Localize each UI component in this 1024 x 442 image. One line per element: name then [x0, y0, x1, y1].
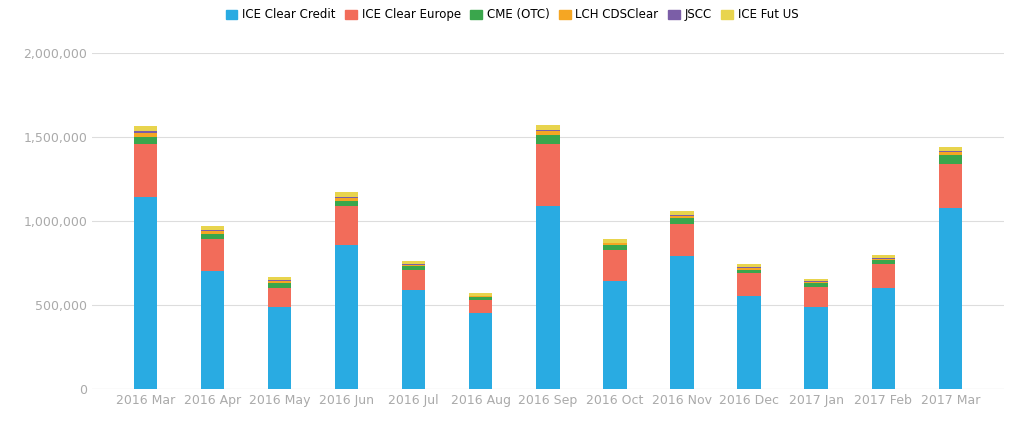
- Bar: [939, 164, 963, 209]
- Bar: [871, 260, 895, 264]
- Legend: ICE Clear Credit, ICE Clear Europe, CME (OTC), LCH CDSClear, JSCC, ICE Fut US: ICE Clear Credit, ICE Clear Europe, CME …: [223, 6, 801, 23]
- Bar: [603, 245, 627, 250]
- Bar: [201, 271, 224, 389]
- Bar: [133, 133, 157, 137]
- Bar: [939, 156, 963, 164]
- Bar: [805, 279, 828, 281]
- Bar: [537, 206, 559, 389]
- Bar: [939, 209, 963, 389]
- Bar: [201, 230, 224, 231]
- Bar: [469, 313, 493, 389]
- Bar: [805, 281, 828, 282]
- Bar: [603, 281, 627, 389]
- Bar: [402, 265, 425, 267]
- Bar: [402, 267, 425, 270]
- Bar: [133, 144, 157, 198]
- Bar: [671, 224, 693, 256]
- Bar: [201, 231, 224, 233]
- Bar: [737, 273, 761, 296]
- Bar: [805, 283, 828, 287]
- Bar: [737, 270, 761, 273]
- Bar: [939, 152, 963, 156]
- Bar: [537, 130, 559, 131]
- Bar: [133, 126, 157, 131]
- Bar: [469, 300, 493, 313]
- Bar: [335, 192, 358, 197]
- Bar: [133, 131, 157, 133]
- Bar: [603, 243, 627, 244]
- Bar: [335, 201, 358, 206]
- Bar: [335, 197, 358, 198]
- Bar: [537, 131, 559, 134]
- Bar: [335, 206, 358, 244]
- Bar: [603, 250, 627, 281]
- Bar: [671, 256, 693, 389]
- Bar: [871, 258, 895, 259]
- Bar: [402, 270, 425, 290]
- Bar: [469, 296, 493, 297]
- Bar: [537, 126, 559, 130]
- Bar: [871, 288, 895, 389]
- Bar: [469, 297, 493, 300]
- Bar: [671, 217, 693, 224]
- Bar: [603, 244, 627, 245]
- Bar: [737, 268, 761, 270]
- Bar: [737, 264, 761, 267]
- Bar: [805, 307, 828, 389]
- Bar: [267, 277, 291, 281]
- Bar: [267, 283, 291, 288]
- Bar: [267, 307, 291, 389]
- Bar: [267, 281, 291, 283]
- Bar: [671, 216, 693, 217]
- Bar: [469, 293, 493, 296]
- Bar: [871, 264, 895, 288]
- Bar: [737, 267, 761, 268]
- Bar: [133, 137, 157, 144]
- Bar: [267, 288, 291, 307]
- Bar: [402, 261, 425, 264]
- Bar: [871, 259, 895, 260]
- Bar: [335, 244, 358, 389]
- Bar: [201, 240, 224, 271]
- Bar: [537, 144, 559, 206]
- Bar: [671, 211, 693, 215]
- Bar: [805, 282, 828, 283]
- Bar: [537, 134, 559, 144]
- Bar: [201, 233, 224, 240]
- Bar: [402, 264, 425, 265]
- Bar: [737, 296, 761, 389]
- Bar: [201, 226, 224, 230]
- Bar: [402, 290, 425, 389]
- Bar: [335, 198, 358, 201]
- Bar: [133, 198, 157, 389]
- Bar: [939, 147, 963, 152]
- Bar: [671, 215, 693, 216]
- Bar: [871, 255, 895, 258]
- Bar: [805, 287, 828, 307]
- Bar: [603, 239, 627, 243]
